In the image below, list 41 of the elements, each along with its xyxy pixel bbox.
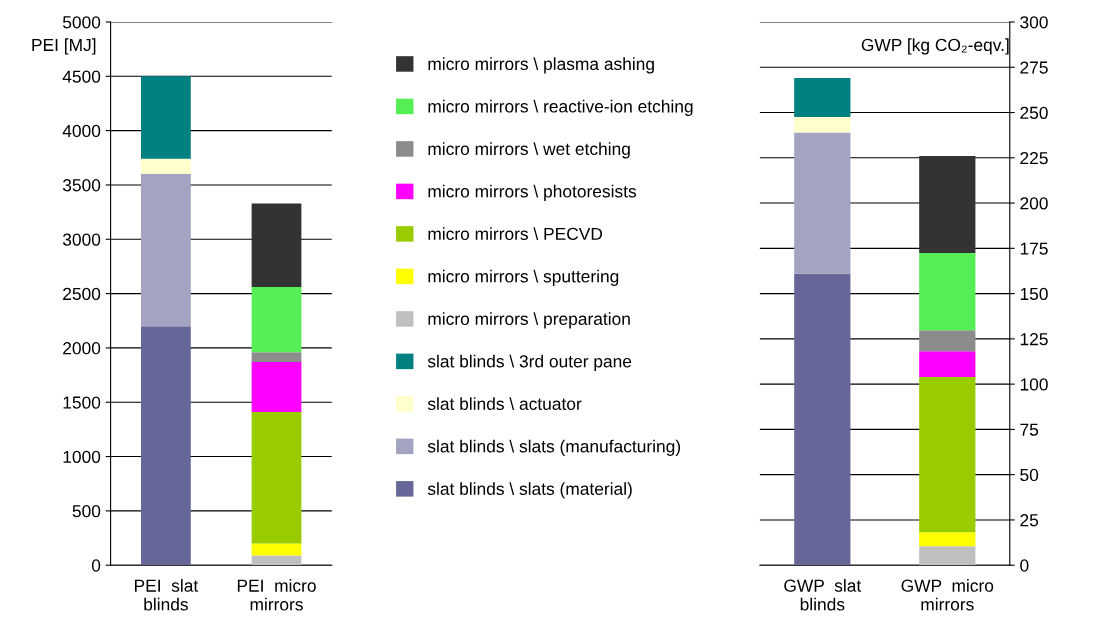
y-tick-label: 100 bbox=[1020, 378, 1048, 391]
y-tick-label: 1500 bbox=[63, 396, 101, 409]
y-tick-label: 175 bbox=[1020, 242, 1048, 255]
y-tick-label: 4000 bbox=[62, 124, 101, 138]
y-tick-label: 200 bbox=[1020, 197, 1048, 210]
y-tick-label: 50 bbox=[1020, 468, 1039, 482]
y-tick-label: 2000 bbox=[63, 342, 101, 355]
legend-label: micro mirrors \ reactive-ion etching bbox=[428, 99, 693, 116]
y-tick-label: 1000 bbox=[63, 450, 101, 464]
legend-label: slat blinds \ actuator bbox=[427, 397, 582, 410]
y-tick-label: 275 bbox=[1020, 61, 1048, 74]
legend-label: micro mirrors \ sputtering bbox=[428, 269, 619, 286]
x-tick-label: GWP micro mirrors bbox=[901, 579, 994, 611]
legend-label: slat blinds \ slats (manufacturing) bbox=[427, 439, 681, 456]
y-tick-label: 3500 bbox=[62, 179, 101, 192]
legend-label: slat blinds \ 3rd outer pane bbox=[427, 354, 632, 371]
y-tick-label: 75 bbox=[1020, 423, 1039, 436]
x-tick-label: PEI slat blinds bbox=[135, 579, 199, 611]
y-tick-label: 5000 bbox=[62, 16, 101, 29]
y-tick-label: 225 bbox=[1020, 151, 1048, 165]
y-axis-title: PEI [MJ] bbox=[32, 38, 96, 55]
y-tick-label: 250 bbox=[1020, 106, 1048, 119]
y-tick-label: 125 bbox=[1020, 333, 1048, 346]
x-tick-label: PEI micro mirrors bbox=[237, 579, 316, 611]
legend-label: micro mirrors \ wet etching bbox=[428, 142, 630, 159]
y-tick-label: 300 bbox=[1020, 16, 1048, 29]
x-tick-label: GWP slat blinds bbox=[784, 579, 862, 611]
y-tick-label: 500 bbox=[72, 505, 101, 518]
legend-label: micro mirrors \ PECVD bbox=[428, 227, 603, 241]
y-tick-label: 150 bbox=[1020, 287, 1048, 301]
y-tick-label: 0 bbox=[1020, 559, 1029, 572]
legend-label: micro mirrors \ photoresists bbox=[428, 184, 637, 201]
y-tick-label: 0 bbox=[91, 559, 101, 572]
legend-label: slat blinds \ slats (material) bbox=[427, 482, 632, 499]
y-tick-label: 25 bbox=[1020, 514, 1039, 527]
legend-label: micro mirrors \ preparation bbox=[428, 312, 630, 329]
y-tick-label: 3000 bbox=[62, 233, 101, 246]
legend-label: micro mirrors \ plasma ashing bbox=[428, 57, 654, 74]
y-tick-label: 2500 bbox=[63, 287, 101, 301]
y-axis-title: GWP [kg CO₂-eqv.] bbox=[861, 38, 1009, 55]
y-tick-label: 4500 bbox=[62, 70, 101, 83]
